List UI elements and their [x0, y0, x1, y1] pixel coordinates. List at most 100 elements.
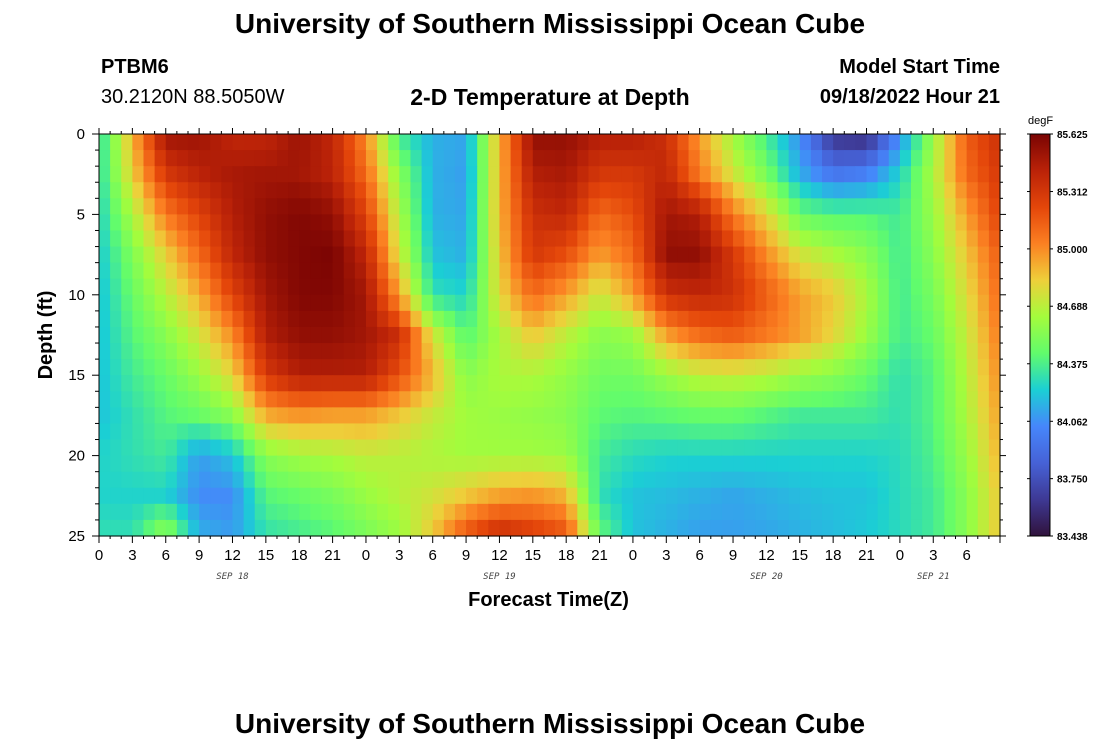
- heatmap-cell: [632, 503, 645, 521]
- heatmap-cell: [187, 423, 200, 441]
- heatmap-cell: [176, 326, 189, 344]
- heatmap-cell: [599, 198, 612, 215]
- heatmap-cell: [599, 134, 612, 151]
- heatmap-cell: [288, 198, 300, 215]
- heatmap-cell: [655, 262, 667, 280]
- heatmap-cell: [199, 214, 211, 232]
- heatmap-cell: [555, 423, 567, 441]
- heatmap-cell: [955, 359, 968, 376]
- heatmap-cell: [221, 246, 234, 264]
- heatmap-cell: [432, 455, 445, 473]
- heatmap-cell: [822, 487, 834, 505]
- heatmap-cell: [833, 262, 845, 280]
- heatmap-cell: [543, 455, 556, 473]
- heatmap-cell: [254, 375, 267, 392]
- heatmap-cell: [510, 166, 523, 183]
- heatmap-cell: [332, 391, 345, 408]
- heatmap-cell: [288, 343, 300, 360]
- heatmap-cell: [588, 262, 601, 280]
- heatmap-cell: [655, 407, 667, 425]
- heatmap-cell: [276, 134, 289, 151]
- heatmap-cell: [265, 343, 278, 360]
- heatmap-cell: [132, 134, 145, 151]
- heatmap-cell: [221, 294, 234, 312]
- heatmap-cell: [655, 487, 667, 505]
- heatmap-cell: [254, 503, 267, 521]
- heatmap-cell: [443, 182, 456, 199]
- heatmap-cell: [365, 455, 378, 473]
- heatmap-cell: [911, 487, 923, 505]
- heatmap-cell: [632, 134, 645, 151]
- heatmap-cell: [799, 198, 812, 215]
- heatmap-cell: [176, 391, 189, 408]
- heatmap-cell: [777, 471, 790, 489]
- heatmap-cell: [454, 230, 467, 248]
- heatmap-cell: [165, 230, 178, 248]
- heatmap-cell: [788, 359, 801, 376]
- heatmap-cell: [276, 310, 289, 328]
- heatmap-cell: [621, 310, 634, 328]
- heatmap-cell: [165, 214, 178, 232]
- heatmap-cell: [766, 487, 779, 505]
- heatmap-cell: [477, 150, 489, 167]
- heatmap-cell: [699, 391, 712, 408]
- heatmap-cell: [310, 198, 323, 215]
- heatmap-cell: [766, 326, 779, 344]
- heatmap-cell: [888, 519, 901, 537]
- heatmap-cell: [566, 423, 578, 441]
- heatmap-cell: [655, 503, 667, 521]
- heatmap-cell: [321, 423, 334, 441]
- heatmap-cell: [121, 391, 133, 408]
- heatmap-cell: [755, 150, 767, 167]
- heatmap-cell: [265, 326, 278, 344]
- heatmap-cell: [265, 375, 278, 392]
- heatmap-cell: [254, 310, 267, 328]
- heatmap-cell: [543, 166, 556, 183]
- heatmap-cell: [555, 455, 567, 473]
- heatmap-cell: [599, 150, 612, 167]
- heatmap-cell: [555, 166, 567, 183]
- heatmap-cell: [833, 375, 845, 392]
- colorbar-tick-label: 83.750: [1057, 475, 1088, 486]
- heatmap-cell: [466, 310, 478, 328]
- heatmap-cell: [388, 166, 400, 183]
- heatmap-cell: [499, 471, 512, 489]
- heatmap-cell: [510, 503, 523, 521]
- heatmap-cell: [466, 294, 478, 312]
- heatmap-cell: [666, 375, 679, 392]
- heatmap-cell: [577, 471, 590, 489]
- heatmap-cell: [866, 310, 879, 328]
- heatmap-cell: [477, 439, 489, 457]
- heatmap-cell: [810, 310, 823, 328]
- heatmap-cell: [99, 455, 111, 473]
- heatmap-cell: [276, 246, 289, 264]
- heatmap-cell: [543, 230, 556, 248]
- heatmap-cell: [488, 262, 501, 280]
- heatmap-cell: [621, 439, 634, 457]
- heatmap-cell: [332, 519, 345, 537]
- heatmap-cell: [788, 503, 801, 521]
- heatmap-cell: [599, 487, 612, 505]
- heatmap-cell: [710, 310, 723, 328]
- heatmap-cell: [143, 310, 156, 328]
- heatmap-cell: [788, 262, 801, 280]
- heatmap-cell: [365, 487, 378, 505]
- heatmap-cell: [822, 134, 834, 151]
- heatmap-cell: [432, 134, 445, 151]
- heatmap-cell: [299, 214, 311, 232]
- heatmap-cell: [922, 150, 934, 167]
- heatmap-cell: [588, 326, 601, 344]
- heatmap-cell: [632, 359, 645, 376]
- heatmap-cell: [365, 182, 378, 199]
- heatmap-cell: [388, 262, 400, 280]
- heatmap-cell: [621, 455, 634, 473]
- heatmap-cell: [232, 278, 245, 296]
- heatmap-cell: [165, 519, 178, 537]
- heatmap-cell: [99, 166, 111, 183]
- heatmap-cell: [788, 439, 801, 457]
- heatmap-cell: [288, 214, 300, 232]
- heatmap-cell: [343, 359, 356, 376]
- heatmap-cell: [621, 326, 634, 344]
- heatmap-cell: [621, 423, 634, 441]
